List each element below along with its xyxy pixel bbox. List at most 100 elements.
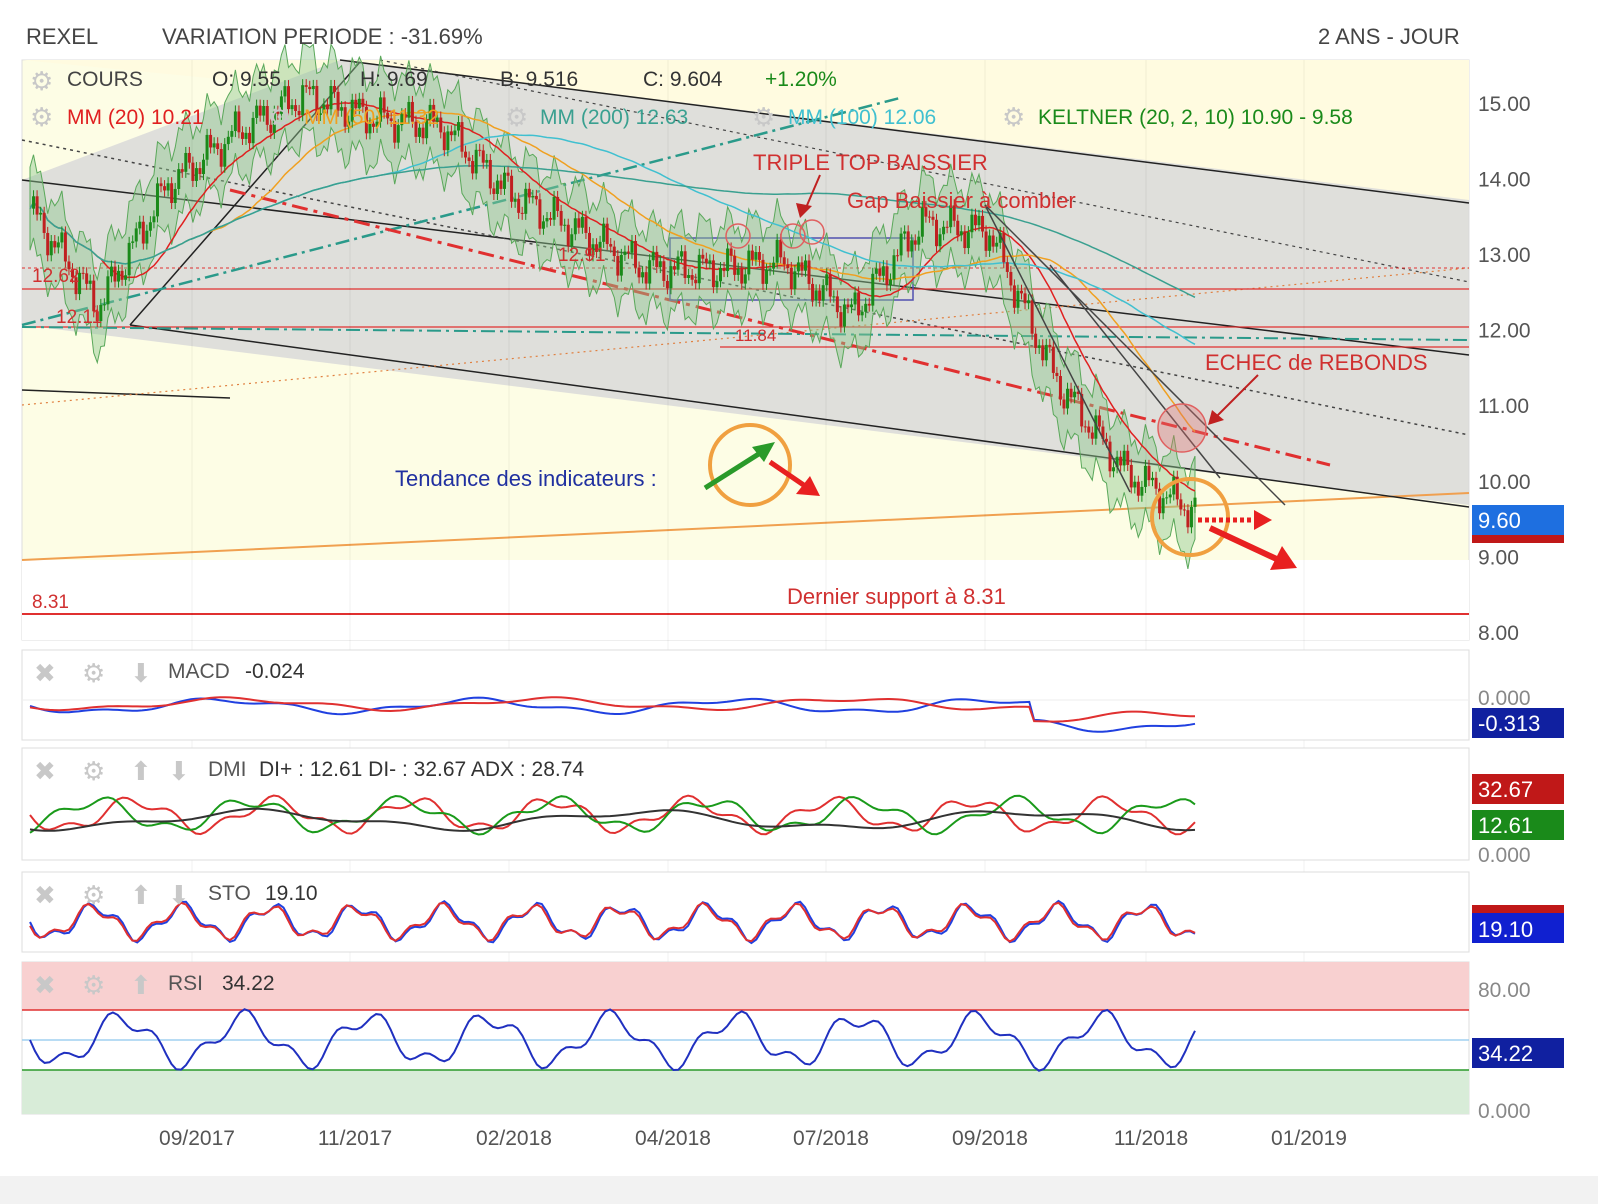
gear-icon[interactable]: ⚙ <box>1002 102 1026 132</box>
candle-body <box>517 198 521 213</box>
candle-body <box>757 252 761 260</box>
red-down-arrow <box>768 459 810 491</box>
candle-body <box>109 266 113 277</box>
macd-zero-label: 0.000 <box>1478 687 1531 710</box>
gear-icon[interactable]: ⚙ <box>82 970 106 1000</box>
close-icon[interactable]: ✖ <box>34 756 56 786</box>
macd-line <box>29 696 1196 733</box>
candle-body <box>1158 488 1162 514</box>
candle-body <box>446 131 450 151</box>
red-dashdot-line <box>229 188 1331 467</box>
arrow-up-icon[interactable]: ⬆ <box>130 756 152 786</box>
candle-body <box>527 188 531 198</box>
fall-line-3 <box>1049 264 1221 479</box>
candle-body <box>177 169 181 189</box>
candle-body <box>141 221 145 244</box>
candle-body <box>722 268 726 272</box>
candle-body <box>180 169 184 172</box>
gear-icon[interactable]: ⚙ <box>505 102 529 132</box>
candle-body <box>1016 290 1020 308</box>
red-big-arrow-head <box>1270 546 1297 570</box>
candle-body <box>81 272 85 274</box>
candle-body <box>800 262 804 271</box>
candle-body <box>460 122 464 152</box>
candle-body <box>418 127 422 137</box>
candle-body <box>892 255 896 280</box>
candle-body <box>410 101 414 122</box>
candle-body <box>690 275 694 280</box>
candle-body <box>637 267 641 278</box>
candle-body <box>350 99 354 122</box>
candle-body <box>1012 285 1016 308</box>
candle-body <box>329 86 333 110</box>
candle-body <box>1179 499 1183 510</box>
close-icon[interactable]: ✖ <box>34 658 56 688</box>
candle-body <box>318 113 322 115</box>
candle-body <box>42 212 46 233</box>
candle-body <box>672 266 676 270</box>
candle-body <box>439 117 443 133</box>
candle-body <box>729 248 733 256</box>
dotted-trend-1 <box>21 139 1470 436</box>
candle-body <box>616 256 620 276</box>
gear-icon[interactable]: ⚙ <box>82 880 106 910</box>
rsi-zero-label: 0.000 <box>1478 1100 1531 1123</box>
candle-body <box>148 222 152 231</box>
gear-icon[interactable]: ⚙ <box>82 658 106 688</box>
arrow-down-icon[interactable]: ⬇ <box>130 658 152 688</box>
candle-body <box>789 268 793 290</box>
variation-label: VARIATION PERIODE : -31.69% <box>162 24 483 49</box>
arrow-up-icon[interactable]: ⬆ <box>130 880 152 910</box>
candle-body <box>736 268 740 275</box>
candle-body <box>202 159 206 175</box>
candle-body <box>874 268 878 274</box>
dmi-zero-label: 0.000 <box>1478 844 1531 867</box>
x-tick-label: 02/2018 <box>476 1127 552 1150</box>
close-icon[interactable]: ✖ <box>34 970 56 1000</box>
candle-body <box>471 161 475 174</box>
candle-body <box>602 223 606 242</box>
candle-body <box>333 86 337 92</box>
candle-body <box>375 121 379 127</box>
candle-body <box>336 91 340 111</box>
gear-icon[interactable]: ⚙ <box>752 102 776 132</box>
gear-icon[interactable]: ⚙ <box>30 66 54 96</box>
gear-icon[interactable]: ⚙ <box>30 102 54 132</box>
sto-value: 19.10 <box>265 882 318 905</box>
candle-body <box>966 232 970 249</box>
candle-body <box>828 274 832 297</box>
mm50-line <box>29 111 1196 433</box>
candle-body <box>233 111 237 132</box>
close-icon[interactable]: ✖ <box>34 880 56 910</box>
candle-body <box>835 296 839 313</box>
sto-label: STO <box>208 882 251 905</box>
candle-body <box>612 246 616 257</box>
candle-body <box>658 261 662 268</box>
candle-body <box>248 132 252 144</box>
red-dotted-arrow-head <box>1254 510 1272 530</box>
gear-icon[interactable]: ⚙ <box>82 756 106 786</box>
candle-body <box>1030 300 1034 334</box>
teal-dashdot-line <box>21 96 901 327</box>
candle-body <box>747 250 751 275</box>
mm100-label: MM (100) 12.06 <box>788 106 937 129</box>
candle-body <box>587 232 591 256</box>
candle-body <box>357 98 361 109</box>
candle-body <box>145 230 149 244</box>
candle-body <box>796 262 800 272</box>
candle-body <box>117 270 121 282</box>
candle-body <box>1073 391 1077 398</box>
candle-body <box>605 223 609 245</box>
candle-body <box>1041 345 1045 361</box>
arrow-up-icon[interactable]: ⬆ <box>130 970 152 1000</box>
arrow-down-icon[interactable]: ⬇ <box>168 756 190 786</box>
candle-body <box>506 172 510 176</box>
mm50-label: MM (50) 11.32 <box>304 106 439 129</box>
arrow-down-icon[interactable]: ⬇ <box>168 880 190 910</box>
candle-body <box>262 105 266 116</box>
candle-body <box>396 125 400 143</box>
candle-body <box>651 251 655 261</box>
candle-body <box>591 244 595 256</box>
gear-icon[interactable]: ⚙ <box>268 102 292 132</box>
period-selector[interactable]: 2 ANS - JOUR <box>1318 24 1460 49</box>
